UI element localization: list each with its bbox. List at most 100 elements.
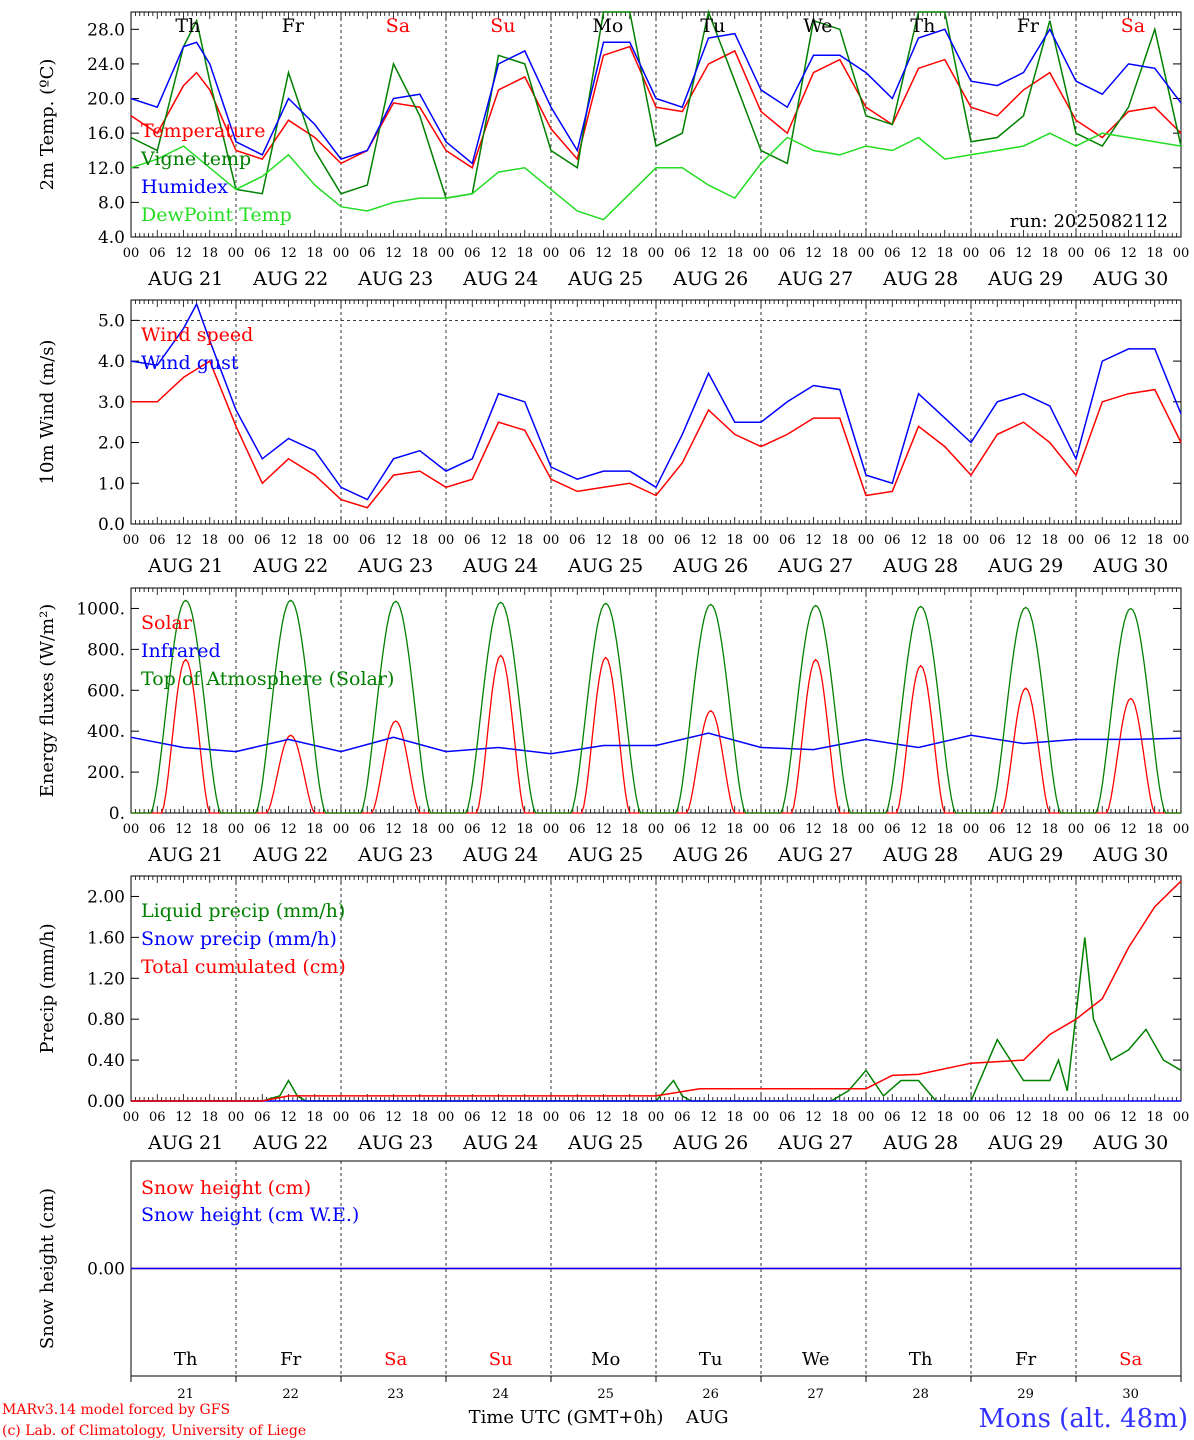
hour-tick-label: 18 bbox=[936, 246, 953, 261]
hour-tick-label: 18 bbox=[411, 1110, 428, 1125]
y-tick-label: 600. bbox=[87, 681, 125, 701]
hour-tick-label: 12 bbox=[805, 533, 822, 548]
hour-tick-label: 06 bbox=[674, 533, 691, 548]
legend-entry: Wind speed bbox=[141, 324, 253, 346]
hour-tick-label: 00 bbox=[753, 822, 770, 837]
y-tick-label: 0. bbox=[109, 804, 125, 824]
hour-tick-label: 18 bbox=[1146, 246, 1163, 261]
hour-tick-label: 06 bbox=[149, 1110, 166, 1125]
y-tick-label: 1.60 bbox=[87, 928, 125, 948]
hour-tick-label: 00 bbox=[438, 1110, 455, 1125]
hour-tick-label: 06 bbox=[254, 246, 271, 261]
run-label: run: 2025082112 bbox=[1010, 211, 1168, 232]
hour-tick-label: 00 bbox=[123, 246, 140, 261]
date-label: AUG 23 bbox=[357, 268, 433, 290]
day-number-label: 24 bbox=[492, 1387, 509, 1402]
hour-tick-label: 12 bbox=[805, 1110, 822, 1125]
y-tick-label: 1.20 bbox=[87, 969, 125, 989]
hour-tick-label: 06 bbox=[674, 246, 691, 261]
legend-entry: Snow height (cm W.E.) bbox=[141, 1204, 359, 1226]
hour-tick-label: 12 bbox=[385, 246, 402, 261]
series-line-top-of-atmosphere-solar- bbox=[131, 599, 1181, 814]
hour-tick-label: 00 bbox=[1068, 246, 1085, 261]
hour-tick-label: 18 bbox=[1041, 533, 1058, 548]
weekday-label: We bbox=[802, 1349, 830, 1370]
hour-tick-label: 06 bbox=[149, 246, 166, 261]
date-label: AUG 28 bbox=[882, 555, 958, 577]
date-label: AUG 28 bbox=[882, 1132, 958, 1154]
hour-tick-label: 12 bbox=[280, 1110, 297, 1125]
day-number-label: 22 bbox=[282, 1387, 299, 1402]
hour-tick-label: 12 bbox=[1015, 1110, 1032, 1125]
date-label: AUG 21 bbox=[147, 268, 223, 290]
date-label: AUG 25 bbox=[567, 268, 643, 290]
date-label: AUG 23 bbox=[357, 555, 433, 577]
date-label: AUG 27 bbox=[777, 268, 853, 290]
hour-tick-label: 12 bbox=[490, 822, 507, 837]
hour-tick-label: 12 bbox=[175, 533, 192, 548]
hour-tick-label: 12 bbox=[910, 533, 927, 548]
weekday-label: Su bbox=[489, 1349, 513, 1370]
hour-tick-label: 06 bbox=[359, 246, 376, 261]
legend-entry: DewPoint Temp bbox=[141, 204, 292, 226]
date-label: AUG 24 bbox=[462, 268, 538, 290]
day-number-label: 29 bbox=[1017, 1387, 1034, 1402]
top-weekday-label: Tu bbox=[700, 15, 725, 37]
hour-tick-label: 00 bbox=[543, 822, 560, 837]
date-label: AUG 24 bbox=[462, 1132, 538, 1154]
date-label: AUG 21 bbox=[147, 555, 223, 577]
hour-tick-label: 00 bbox=[333, 533, 350, 548]
hour-tick-label: 12 bbox=[1120, 1110, 1137, 1125]
hour-tick-label: 06 bbox=[149, 533, 166, 548]
weekday-label: Fr bbox=[1015, 1349, 1036, 1370]
top-weekday-label: Sa bbox=[1121, 15, 1145, 37]
top-weekday-label: Su bbox=[490, 15, 515, 37]
date-label: AUG 27 bbox=[777, 844, 853, 866]
hour-tick-label: 00 bbox=[123, 822, 140, 837]
date-label: AUG 22 bbox=[252, 844, 328, 866]
y-tick-label: 4.0 bbox=[98, 352, 125, 372]
hour-tick-label: 18 bbox=[831, 1110, 848, 1125]
y-tick-label: 24.0 bbox=[87, 55, 125, 75]
hour-tick-label: 12 bbox=[805, 822, 822, 837]
hour-tick-label: 12 bbox=[490, 533, 507, 548]
hour-tick-label: 00 bbox=[438, 822, 455, 837]
hour-tick-label: 12 bbox=[595, 1110, 612, 1125]
hour-tick-label: 00 bbox=[858, 1110, 875, 1125]
date-label: AUG 27 bbox=[777, 1132, 853, 1154]
hour-tick-label: 18 bbox=[621, 822, 638, 837]
legend-entry: Humidex bbox=[141, 176, 228, 198]
hour-tick-label: 12 bbox=[700, 822, 717, 837]
hour-tick-label: 06 bbox=[989, 822, 1006, 837]
top-weekday-label: Th bbox=[175, 15, 200, 37]
date-label: AUG 29 bbox=[987, 844, 1063, 866]
hour-tick-label: 06 bbox=[149, 822, 166, 837]
credit-line-2: (c) Lab. of Climatology, University of L… bbox=[2, 1423, 306, 1439]
hour-tick-label: 00 bbox=[543, 246, 560, 261]
series-line-total-cumulated-cm- bbox=[131, 880, 1182, 1102]
hour-tick-label: 18 bbox=[621, 533, 638, 548]
time-axis-label: Time UTC (GMT+0h) bbox=[469, 1407, 664, 1428]
hour-tick-label: 18 bbox=[516, 533, 533, 548]
hour-tick-label: 06 bbox=[779, 246, 796, 261]
hour-tick-label: 18 bbox=[1041, 1110, 1058, 1125]
hour-tick-label: 00 bbox=[333, 246, 350, 261]
hour-tick-label: 06 bbox=[989, 533, 1006, 548]
weekday-label: Sa bbox=[1119, 1349, 1142, 1370]
hour-tick-label: 06 bbox=[989, 246, 1006, 261]
hour-tick-label: 12 bbox=[1015, 822, 1032, 837]
panel-frame-wind bbox=[130, 299, 1182, 525]
y-tick-label: 0.00 bbox=[87, 1260, 125, 1280]
day-number-label: 30 bbox=[1122, 1387, 1139, 1402]
y-tick-label: 0.40 bbox=[87, 1051, 125, 1071]
date-label: AUG 24 bbox=[462, 844, 538, 866]
date-label: AUG 25 bbox=[567, 1132, 643, 1154]
hour-tick-label: 12 bbox=[595, 533, 612, 548]
hour-tick-label: 00 bbox=[1173, 1110, 1190, 1125]
legend-entry: Temperature bbox=[141, 120, 265, 142]
y-tick-label: 0.00 bbox=[87, 1092, 125, 1112]
day-number-label: 27 bbox=[807, 1387, 824, 1402]
hour-tick-label: 18 bbox=[831, 246, 848, 261]
day-number-label: 21 bbox=[177, 1387, 194, 1402]
